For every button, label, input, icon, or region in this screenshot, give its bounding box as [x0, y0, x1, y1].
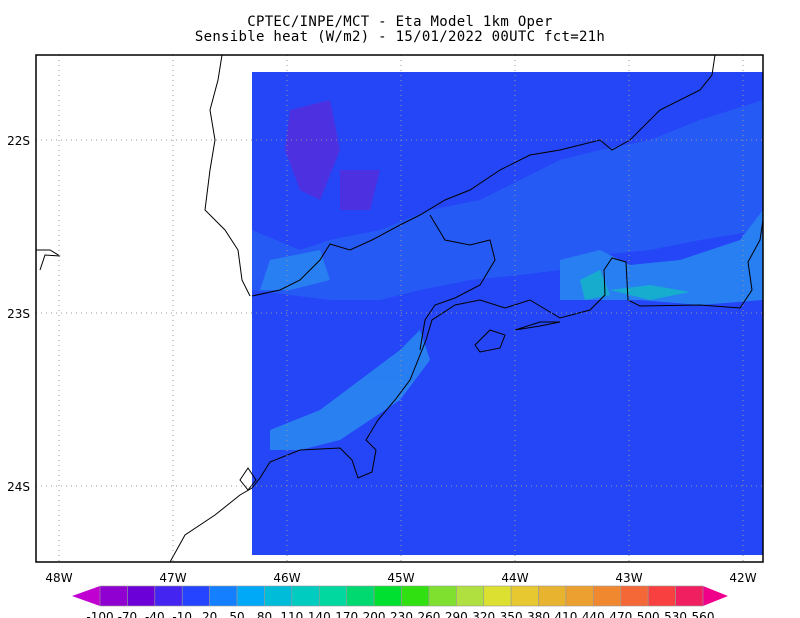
title-line-1: CPTEC/INPE/MCT - Eta Model 1km Oper — [247, 14, 553, 30]
lat-tick-23s: 23S — [7, 307, 30, 321]
colorbar-box — [675, 585, 704, 607]
colorbar-box — [620, 585, 649, 607]
colorbar-box — [346, 585, 375, 607]
colorbar-level-label: 200 — [363, 610, 386, 618]
lon-tick-47w: 47W — [159, 571, 186, 585]
colorbar-box — [236, 585, 265, 607]
colorbar-box — [456, 585, 485, 607]
colorbar-level-label: 440 — [582, 610, 605, 618]
lon-tick-labels: 48W 47W 46W 45W 44W 43W 42W — [45, 571, 756, 585]
colorbar-level-label: 260 — [417, 610, 440, 618]
colorbar-box — [318, 585, 347, 607]
colorbar-box — [181, 585, 210, 607]
colorbar-box — [291, 585, 320, 607]
colorbar-over-arrow — [703, 586, 728, 606]
colorbar-level-label: -40 — [145, 610, 165, 618]
colorbar-level-label: 230 — [390, 610, 413, 618]
colorbar-level-label: -70 — [118, 610, 138, 618]
lat-tick-labels: 22S 23S 24S — [7, 134, 30, 494]
lon-tick-45w: 45W — [387, 571, 414, 585]
low-value-patches — [285, 100, 380, 210]
colorbar-under-arrow — [72, 586, 100, 606]
colorbar-box — [647, 585, 676, 607]
colorbar-level-label: -10 — [172, 610, 192, 618]
colorbar-level-label: 20 — [202, 610, 217, 618]
colorbar-level-label: 170 — [335, 610, 358, 618]
data-field — [252, 72, 763, 555]
colorbar-box — [538, 585, 567, 607]
lon-tick-46w: 46W — [273, 571, 300, 585]
colorbar-box — [264, 585, 293, 607]
colorbar-box — [593, 585, 622, 607]
colorbar-level-label: 110 — [280, 610, 303, 618]
plot-frame — [35, 54, 764, 563]
colorbar-level-label: 500 — [637, 610, 660, 618]
colorbar-box — [401, 585, 430, 607]
lon-tick-44w: 44W — [501, 571, 528, 585]
lat-tick-24s: 24S — [7, 480, 30, 494]
colorbar-level-label: 140 — [308, 610, 331, 618]
colorbar-box — [127, 585, 156, 607]
lon-tick-48w: 48W — [45, 571, 72, 585]
lat-tick-22s: 22S — [7, 134, 30, 148]
title-line-2: Sensible heat (W/m2) - 15/01/2022 00UTC … — [194, 29, 606, 45]
colorbar-box — [483, 585, 512, 607]
colorbar-level-label: 530 — [664, 610, 687, 618]
colorbar-box — [428, 585, 457, 607]
colorbar-box — [154, 585, 183, 607]
colorbar-box — [209, 585, 238, 607]
field-patches — [252, 100, 763, 450]
colorbar-level-label: 470 — [609, 610, 632, 618]
colorbar-level-label: 80 — [257, 610, 272, 618]
grid-lines — [36, 55, 763, 562]
colorbar-box — [510, 585, 539, 607]
colorbar-level-label: 560 — [692, 610, 715, 618]
colorbar-level-label: 380 — [527, 610, 550, 618]
colorbar-level-label: 50 — [229, 610, 244, 618]
colorbar-level-label: 320 — [472, 610, 495, 618]
lon-tick-43w: 43W — [615, 571, 642, 585]
colorbar-level-label: 350 — [500, 610, 523, 618]
lon-tick-42w: 42W — [729, 571, 756, 585]
colorbar-level-label: 290 — [445, 610, 468, 618]
colorbar-box — [565, 585, 594, 607]
colorbar: -100 -70 -40 -10 20 50 80 110 140 170 200 230 260 290… — [72, 585, 728, 618]
colorbar-box — [99, 585, 128, 607]
colorbar-level-label: 410 — [555, 610, 578, 618]
colorbar-box — [373, 585, 402, 607]
coastline — [36, 54, 764, 563]
high-value-patches — [580, 270, 690, 300]
colorbar-level-label: -100 — [86, 610, 113, 618]
